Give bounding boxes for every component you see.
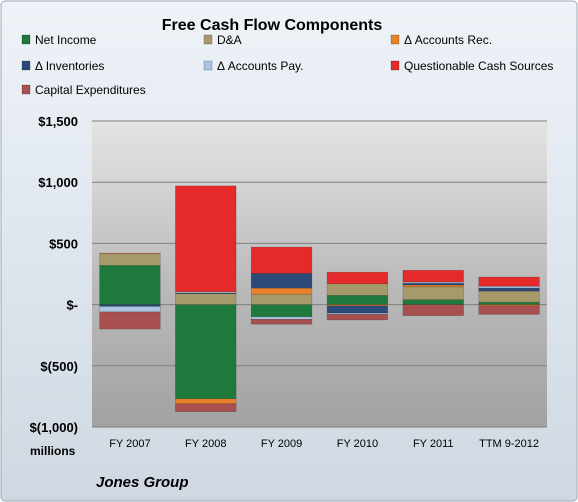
legend-swatch <box>21 60 31 71</box>
legend-swatch <box>21 34 31 45</box>
bar-segment <box>99 311 161 330</box>
legend-label: Net Income <box>35 33 97 47</box>
legend-swatch <box>203 34 213 45</box>
chart-title: Free Cash Flow Components <box>162 17 383 34</box>
bar-segment <box>175 398 237 405</box>
bar-segment <box>175 403 237 412</box>
legend-swatch <box>390 34 400 45</box>
bar-segment <box>250 246 313 274</box>
legend-label: D&A <box>217 33 242 47</box>
y-tick-label: $1,500 <box>38 114 78 129</box>
bar-segment <box>250 316 313 320</box>
legend-swatch <box>21 84 31 95</box>
legend-label: Δ Accounts Pay. <box>217 59 304 73</box>
plot-area <box>92 121 547 427</box>
gridlines <box>92 120 547 428</box>
bar-segment <box>478 290 540 303</box>
x-axis: FY 2007 FY 2008 FY 2009 FY 2010 FY 2011 TTM 9… <box>109 438 539 450</box>
bar-segment <box>250 318 313 325</box>
bar-segment <box>175 185 237 293</box>
bar-segment <box>402 304 464 316</box>
legend-swatch <box>203 60 213 71</box>
y-tick-label: $500 <box>49 236 78 251</box>
bar-segment <box>99 252 161 255</box>
x-tick-label: FY 2011 <box>413 438 454 450</box>
bar-segment <box>326 295 389 305</box>
y-axis-label: millions <box>30 444 76 458</box>
bar-segment <box>478 305 540 315</box>
bar-segment <box>99 306 161 313</box>
y-tick-label: $(1,000) <box>30 420 78 435</box>
bars <box>99 185 540 412</box>
legend-swatch <box>390 60 400 71</box>
y-axis: $1,500 $1,000 $500 $- $(500) $(1,000) <box>30 114 78 435</box>
y-tick-label: $(500) <box>40 359 78 374</box>
bar-segment <box>326 283 389 296</box>
bar-segment <box>99 253 161 266</box>
x-tick-label: FY 2009 <box>261 438 302 450</box>
bar-segment <box>250 304 313 318</box>
footer-company-name: Jones Group <box>96 474 189 491</box>
legend-label: Questionable Cash Sources <box>404 59 553 73</box>
legend-label: Δ Inventories <box>35 59 104 73</box>
bar-segment <box>402 299 464 305</box>
y-tick-label: $1,000 <box>38 175 78 190</box>
legend-label: Capital Expenditures <box>35 83 146 97</box>
x-tick-label: FY 2008 <box>185 438 226 450</box>
bar-segment <box>478 301 540 305</box>
bar-segment <box>478 287 540 292</box>
bar-segment <box>250 273 313 289</box>
x-tick-label: TTM 9-2012 <box>479 438 539 450</box>
bar-segment <box>402 270 464 283</box>
bar-segment <box>478 276 540 287</box>
bar-segment <box>99 265 161 305</box>
bar-segment <box>402 286 464 301</box>
bar-segment <box>326 305 389 314</box>
bar-segment <box>175 304 237 400</box>
x-tick-label: FY 2010 <box>337 438 378 450</box>
bar-segment <box>326 271 389 285</box>
bar-segment <box>250 293 313 305</box>
bar-segment <box>250 287 313 295</box>
legend-label: Δ Accounts Rec. <box>404 33 492 47</box>
y-tick-label: $- <box>66 298 78 313</box>
x-tick-label: FY 2007 <box>109 438 150 450</box>
legend: Net Income D&A Δ Accounts Rec. Δ Inventorie… <box>21 33 553 97</box>
bar-segment <box>326 314 389 321</box>
bar-segment <box>175 293 237 305</box>
